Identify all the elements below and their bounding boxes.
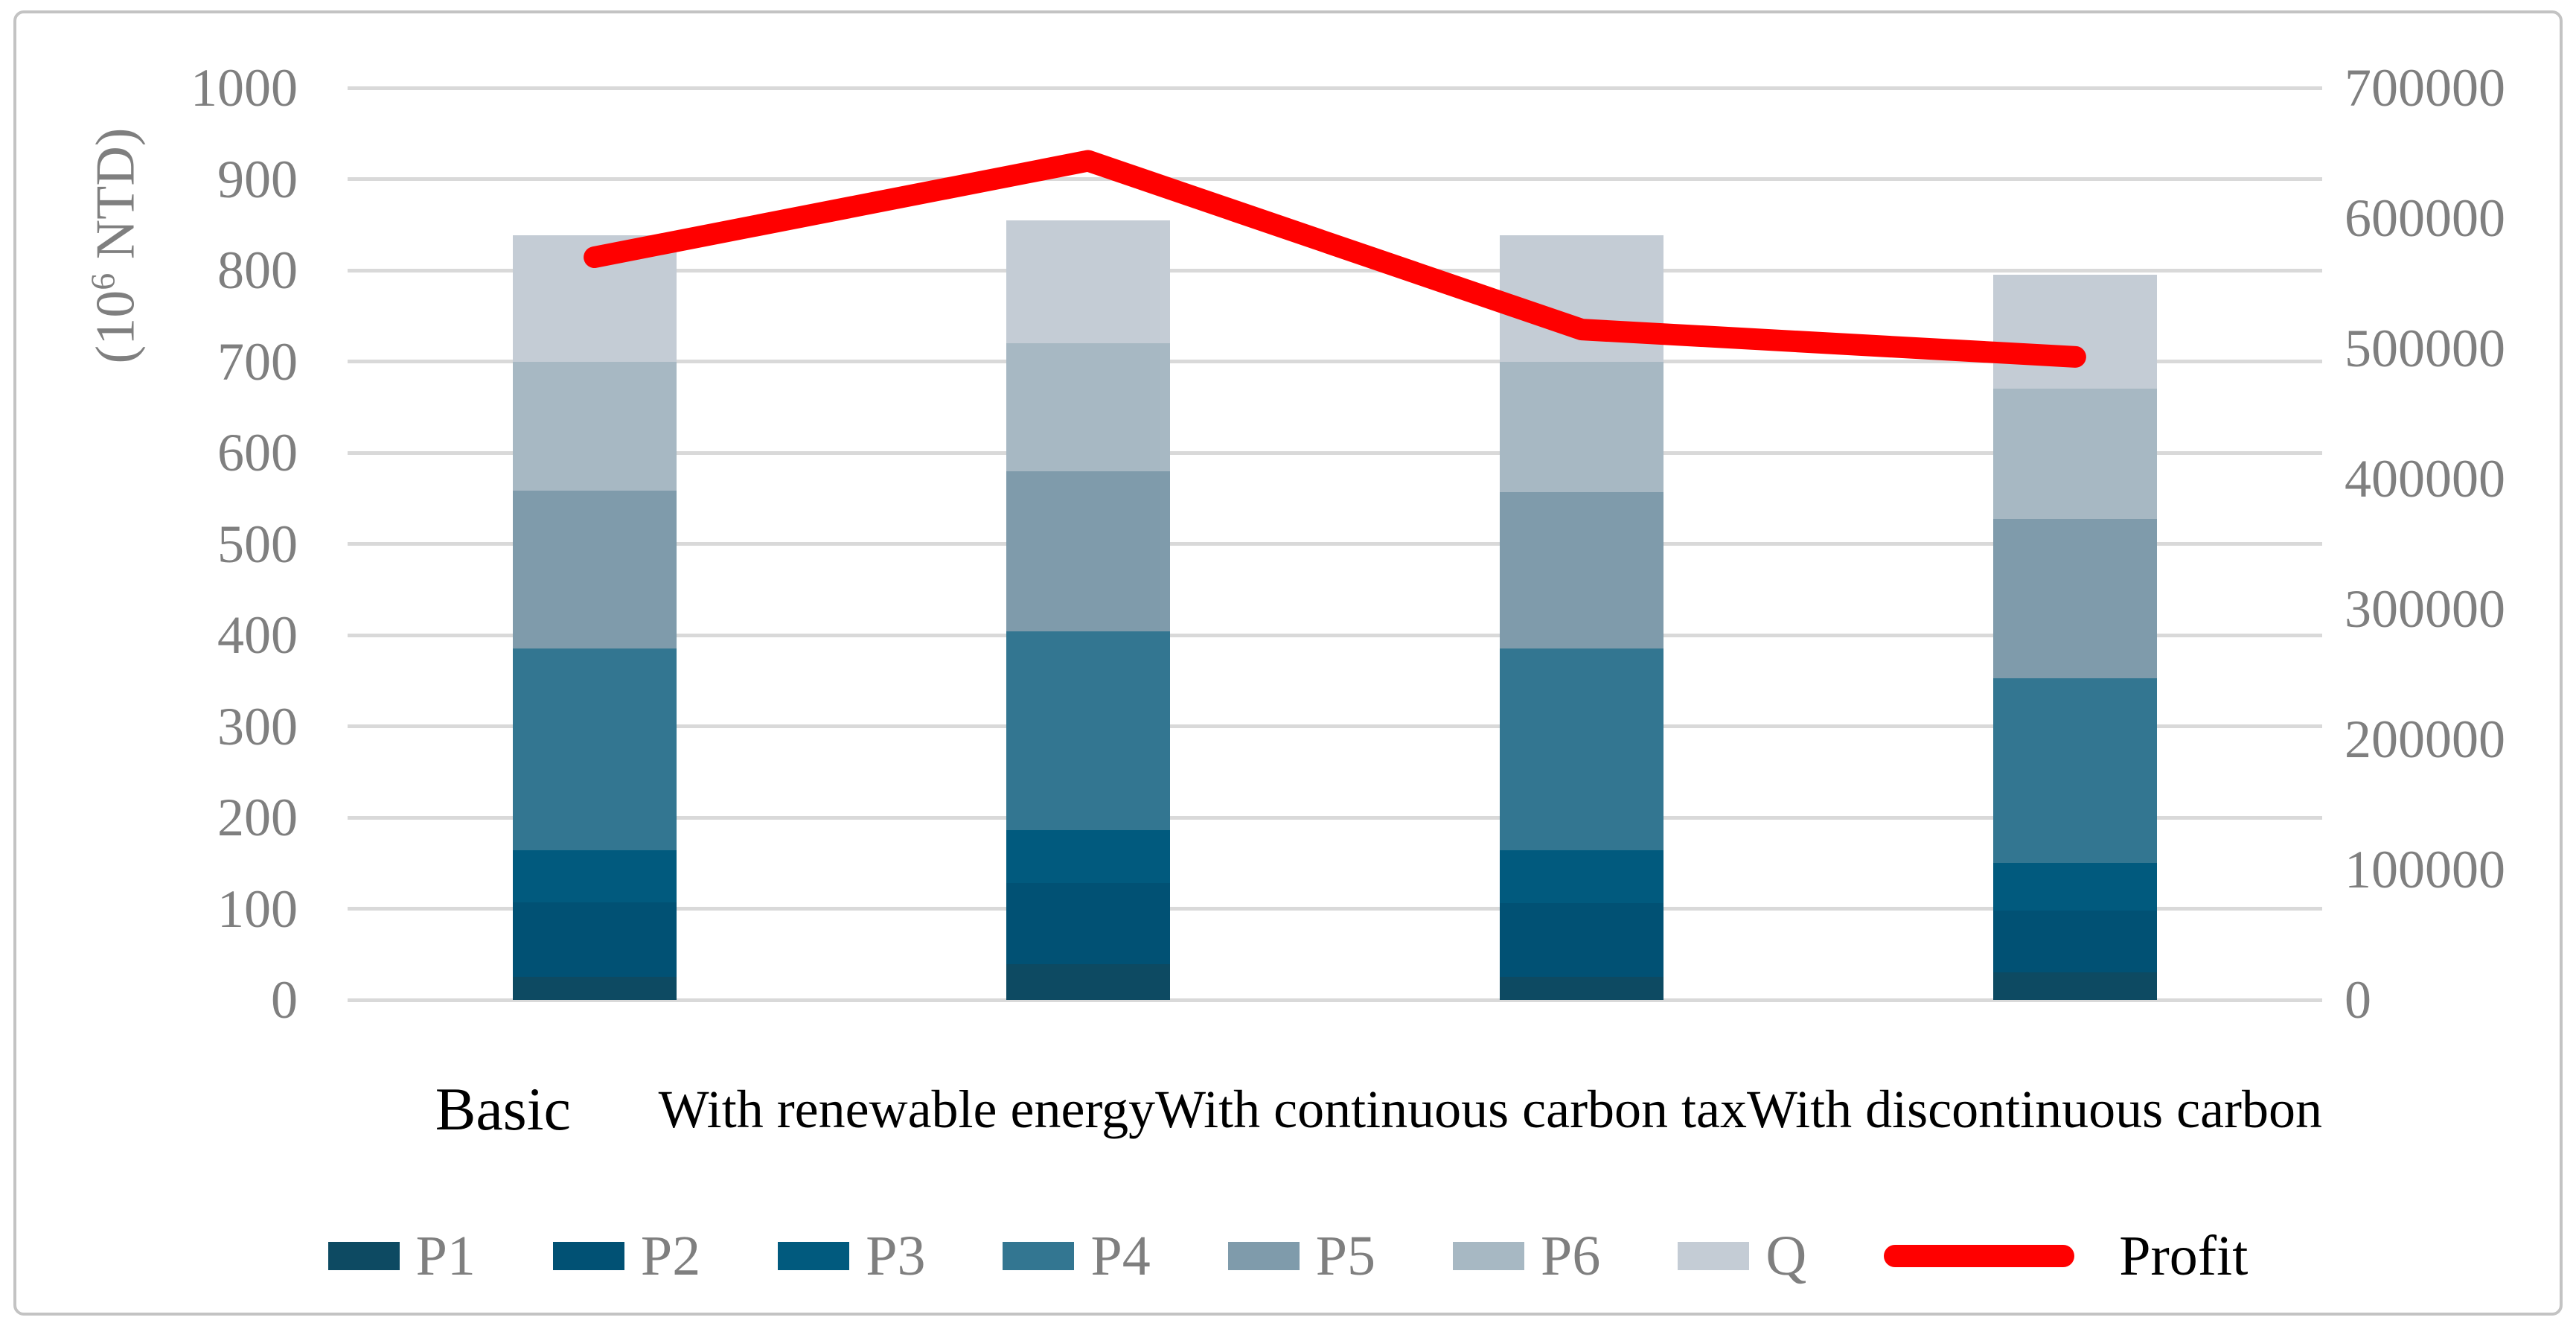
legend-item-profit: Profit xyxy=(1884,1228,2248,1284)
legend-item-p2: P2 xyxy=(552,1225,701,1287)
bar-segment-q xyxy=(1006,220,1170,343)
bar-segment-p1 xyxy=(1993,972,2158,1000)
legend-swatch-p4 xyxy=(1003,1242,1075,1270)
gridline xyxy=(348,360,2322,363)
gridline xyxy=(348,177,2322,181)
category-label: With discontinuous carbon xyxy=(1747,1079,2322,1139)
left-axis-tick-label: 900 xyxy=(217,149,298,209)
bar-segment-p4 xyxy=(1006,631,1170,831)
right-axis-tick-label: 400000 xyxy=(2345,449,2505,509)
right-axis-tick-label: 700000 xyxy=(2345,58,2505,118)
category-label: With continuous carbon tax xyxy=(1155,1079,1748,1139)
bar-segment-p6 xyxy=(1993,389,2158,520)
bar-segment-p3 xyxy=(1993,863,2158,911)
left-axis-tick-label: 1000 xyxy=(191,58,298,118)
chart-border xyxy=(13,10,2563,1316)
left-axis-tick-label: 600 xyxy=(217,423,298,482)
category-label: Basic xyxy=(435,1075,571,1143)
left-axis-tick-label: 400 xyxy=(217,605,298,665)
legend-swatch-q xyxy=(1678,1242,1750,1270)
profit-line xyxy=(584,150,2086,368)
plot-area xyxy=(348,86,2322,1002)
bar-segment-p2 xyxy=(1993,910,2158,973)
bar-segment-p1 xyxy=(1006,964,1170,1000)
bar-segment-p2 xyxy=(1006,883,1170,965)
left-axis-tick-label: 700 xyxy=(217,331,298,392)
stacked-bar-with-discontinuous-carbon xyxy=(1993,88,2158,1000)
bar-segment-p1 xyxy=(1500,977,1664,1000)
legend-label: Profit xyxy=(2119,1225,2249,1287)
legend-label: P4 xyxy=(1090,1225,1151,1287)
legend-swatch-profit-line xyxy=(1884,1245,2075,1267)
category-axis-labels: Basic With renewable energy With continuou… xyxy=(348,1065,2322,1154)
bar-segment-p2 xyxy=(1500,903,1664,978)
bar-segment-p5 xyxy=(1993,519,2158,678)
bar-segment-p2 xyxy=(512,902,677,978)
gridline xyxy=(348,268,2322,272)
profit-line-layer xyxy=(584,150,2086,368)
bar-segment-p6 xyxy=(512,361,677,491)
legend-item-p3: P3 xyxy=(778,1228,925,1284)
chart-legend: P1 P2 P3 P4 P5 P6 Q Profit xyxy=(0,1208,2576,1304)
legend-swatch-p1 xyxy=(327,1242,400,1270)
legend-swatch-p6 xyxy=(1453,1242,1525,1270)
legend-item-p5: P5 xyxy=(1227,1225,1376,1287)
legend-swatch-p5 xyxy=(1227,1242,1300,1270)
left-axis-tick-label: 800 xyxy=(217,240,298,300)
gridline xyxy=(348,998,2322,1002)
bar-segment-p4 xyxy=(1993,678,2158,864)
legend-item-p6: P6 xyxy=(1453,1228,1600,1284)
gridline xyxy=(348,86,2322,90)
gridline xyxy=(348,907,2322,911)
category-label: With renewable energy xyxy=(658,1079,1156,1139)
bar-segment-p4 xyxy=(1500,648,1664,851)
left-axis-tick-label: 200 xyxy=(217,788,298,847)
legend-label: Q xyxy=(1765,1225,1807,1287)
bar-segment-p3 xyxy=(1500,850,1664,904)
legend-swatch-p2 xyxy=(552,1242,624,1270)
legend-label: P6 xyxy=(1541,1225,1601,1287)
left-axis-tick-label: 0 xyxy=(271,970,298,1030)
legend-item-q: Q xyxy=(1678,1228,1806,1284)
right-axis-tick-label: 200000 xyxy=(2345,710,2505,769)
gridline xyxy=(348,633,2322,637)
bar-segment-p5 xyxy=(512,491,677,649)
legend-label: P3 xyxy=(866,1225,926,1287)
stacked-bar-with-renewable-energy xyxy=(1006,88,1170,1000)
right-axis-tick-label: 100000 xyxy=(2345,840,2505,899)
bar-segment-p5 xyxy=(1006,471,1170,632)
legend-label: P1 xyxy=(415,1225,476,1287)
legend-label: P2 xyxy=(640,1225,701,1287)
bar-segment-p3 xyxy=(1006,830,1170,884)
right-axis-tick-label: 300000 xyxy=(2345,579,2505,639)
legend-swatch-p3 xyxy=(778,1242,850,1270)
gridline xyxy=(348,724,2322,728)
bar-segment-p1 xyxy=(512,977,677,1000)
stacked-bar-with-continuous-carbon-tax xyxy=(1500,88,1664,1000)
legend-item-p4: P4 xyxy=(1003,1225,1151,1287)
legend-item-p1: P1 xyxy=(327,1225,476,1287)
bar-segment-p6 xyxy=(1500,361,1664,492)
bar-segment-p4 xyxy=(512,648,677,851)
right-axis-tick-label: 500000 xyxy=(2345,319,2505,378)
bar-segment-p6 xyxy=(1006,343,1170,471)
right-axis-tick-label: 600000 xyxy=(2345,188,2505,248)
left-axis-tick-label: 300 xyxy=(217,696,298,756)
stacked-bar-basic xyxy=(512,88,677,1000)
legend-label: P5 xyxy=(1315,1225,1376,1287)
left-axis-tick-label: 500 xyxy=(217,514,298,574)
gridline xyxy=(348,542,2322,546)
left-axis-tick-label: 100 xyxy=(217,879,298,939)
bar-segment-p5 xyxy=(1500,491,1664,649)
bar-segment-p3 xyxy=(512,850,677,902)
gridline xyxy=(348,450,2322,455)
gridline xyxy=(348,815,2322,820)
right-axis-tick-label: 0 xyxy=(2345,970,2371,1030)
bar-segment-q xyxy=(1993,275,2158,389)
